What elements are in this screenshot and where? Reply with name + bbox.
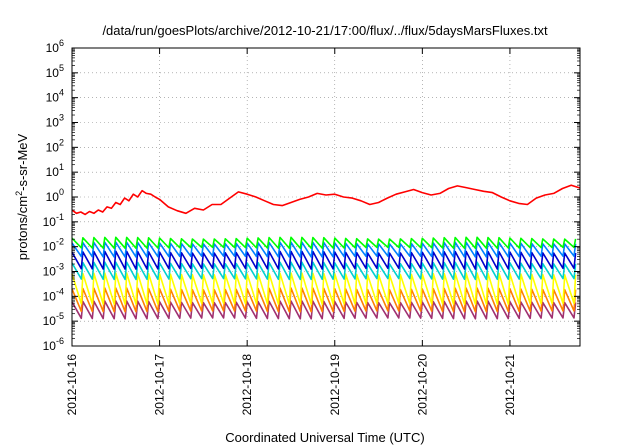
y-tick-base: 10 xyxy=(43,215,57,229)
y-tick-label: 104 xyxy=(46,88,64,105)
y-tick-exp: -3 xyxy=(56,262,64,272)
series-line-5 xyxy=(71,272,577,305)
y-tick-exp: -2 xyxy=(56,237,64,247)
y-axis: 10-610-510-410-310-210-11001011021031041… xyxy=(43,38,580,353)
y-tick-exp: 1 xyxy=(59,162,64,172)
y-axis-label-pre: protons/cm xyxy=(15,196,30,260)
y-tick-exp: 4 xyxy=(59,88,64,98)
y-tick-base: 10 xyxy=(46,91,60,105)
y-tick-exp: 3 xyxy=(59,113,64,123)
y-tick-label: 10-5 xyxy=(43,311,64,328)
y-tick-label: 10-4 xyxy=(43,286,64,303)
y-axis-label: protons/cm2-s-sr-MeV xyxy=(14,133,30,260)
y-tick-exp: 2 xyxy=(59,137,64,147)
series-line-4 xyxy=(71,261,577,281)
x-tick-label: 2012-10-17 xyxy=(153,354,167,416)
y-tick-base: 10 xyxy=(46,66,60,80)
y-tick-base: 10 xyxy=(43,289,57,303)
y-tick-exp: 0 xyxy=(59,187,64,197)
y-tick-label: 101 xyxy=(46,162,64,179)
y-tick-base: 10 xyxy=(46,140,60,154)
y-tick-base: 10 xyxy=(46,165,60,179)
series-line-0 xyxy=(71,184,581,216)
series-line-3 xyxy=(71,250,577,270)
y-tick-label: 10-6 xyxy=(43,336,64,353)
x-tick-label: 2012-10-18 xyxy=(240,354,254,416)
y-tick-base: 10 xyxy=(43,339,57,353)
y-tick-exp: -5 xyxy=(56,311,64,321)
y-axis-label-sup: 2 xyxy=(14,191,24,196)
y-tick-exp: 5 xyxy=(59,63,64,73)
x-tick-label: 2012-10-16 xyxy=(65,354,79,416)
y-tick-label: 10-1 xyxy=(43,212,64,229)
y-tick-exp: -1 xyxy=(56,212,64,222)
y-tick-base: 10 xyxy=(46,190,60,204)
y-tick-label: 10-3 xyxy=(43,262,64,279)
y-tick-label: 105 xyxy=(46,63,64,80)
y-tick-exp: 6 xyxy=(59,38,64,48)
y-tick-base: 10 xyxy=(46,116,60,130)
y-tick-base: 10 xyxy=(46,41,60,55)
y-tick-exp: -6 xyxy=(56,336,64,346)
series-line-7 xyxy=(71,300,577,320)
y-tick-label: 100 xyxy=(46,187,64,204)
y-tick-base: 10 xyxy=(43,240,57,254)
y-tick-base: 10 xyxy=(43,265,57,279)
x-tick-label: 2012-10-19 xyxy=(328,354,342,416)
y-tick-exp: -4 xyxy=(56,286,64,296)
series-layer xyxy=(71,184,581,320)
y-tick-label: 102 xyxy=(46,137,64,154)
x-tick-label: 2012-10-21 xyxy=(503,354,517,416)
x-tick-label: 2012-10-20 xyxy=(415,354,429,416)
y-tick-label: 10-2 xyxy=(43,237,64,254)
y-tick-label: 103 xyxy=(46,113,64,130)
x-axis-label: Coordinated Universal Time (UTC) xyxy=(225,430,424,445)
y-tick-label: 106 xyxy=(46,38,64,55)
chart-title: /data/run/goesPlots/archive/2012-10-21/1… xyxy=(102,23,548,38)
y-axis-label-post: -s-sr-MeV xyxy=(15,133,30,190)
series-line-1 xyxy=(71,236,577,249)
y-tick-base: 10 xyxy=(43,314,57,328)
x-axis: 2012-10-16 2012-10-17 2012-10-18 2012-10-19… xyxy=(65,48,517,415)
